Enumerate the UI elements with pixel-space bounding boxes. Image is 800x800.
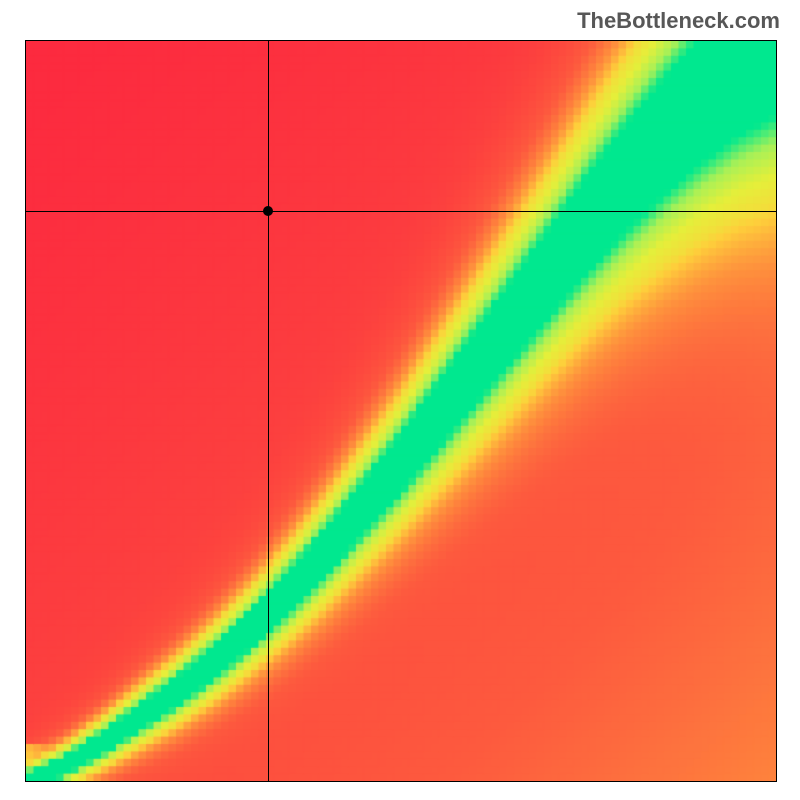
- crosshair-vertical-line: [268, 41, 269, 781]
- heatmap-canvas: [26, 41, 776, 781]
- crosshair-horizontal-line: [26, 211, 776, 212]
- marker-dot: [263, 206, 273, 216]
- heatmap-plot: [25, 40, 777, 782]
- attribution-text: TheBottleneck.com: [577, 8, 780, 34]
